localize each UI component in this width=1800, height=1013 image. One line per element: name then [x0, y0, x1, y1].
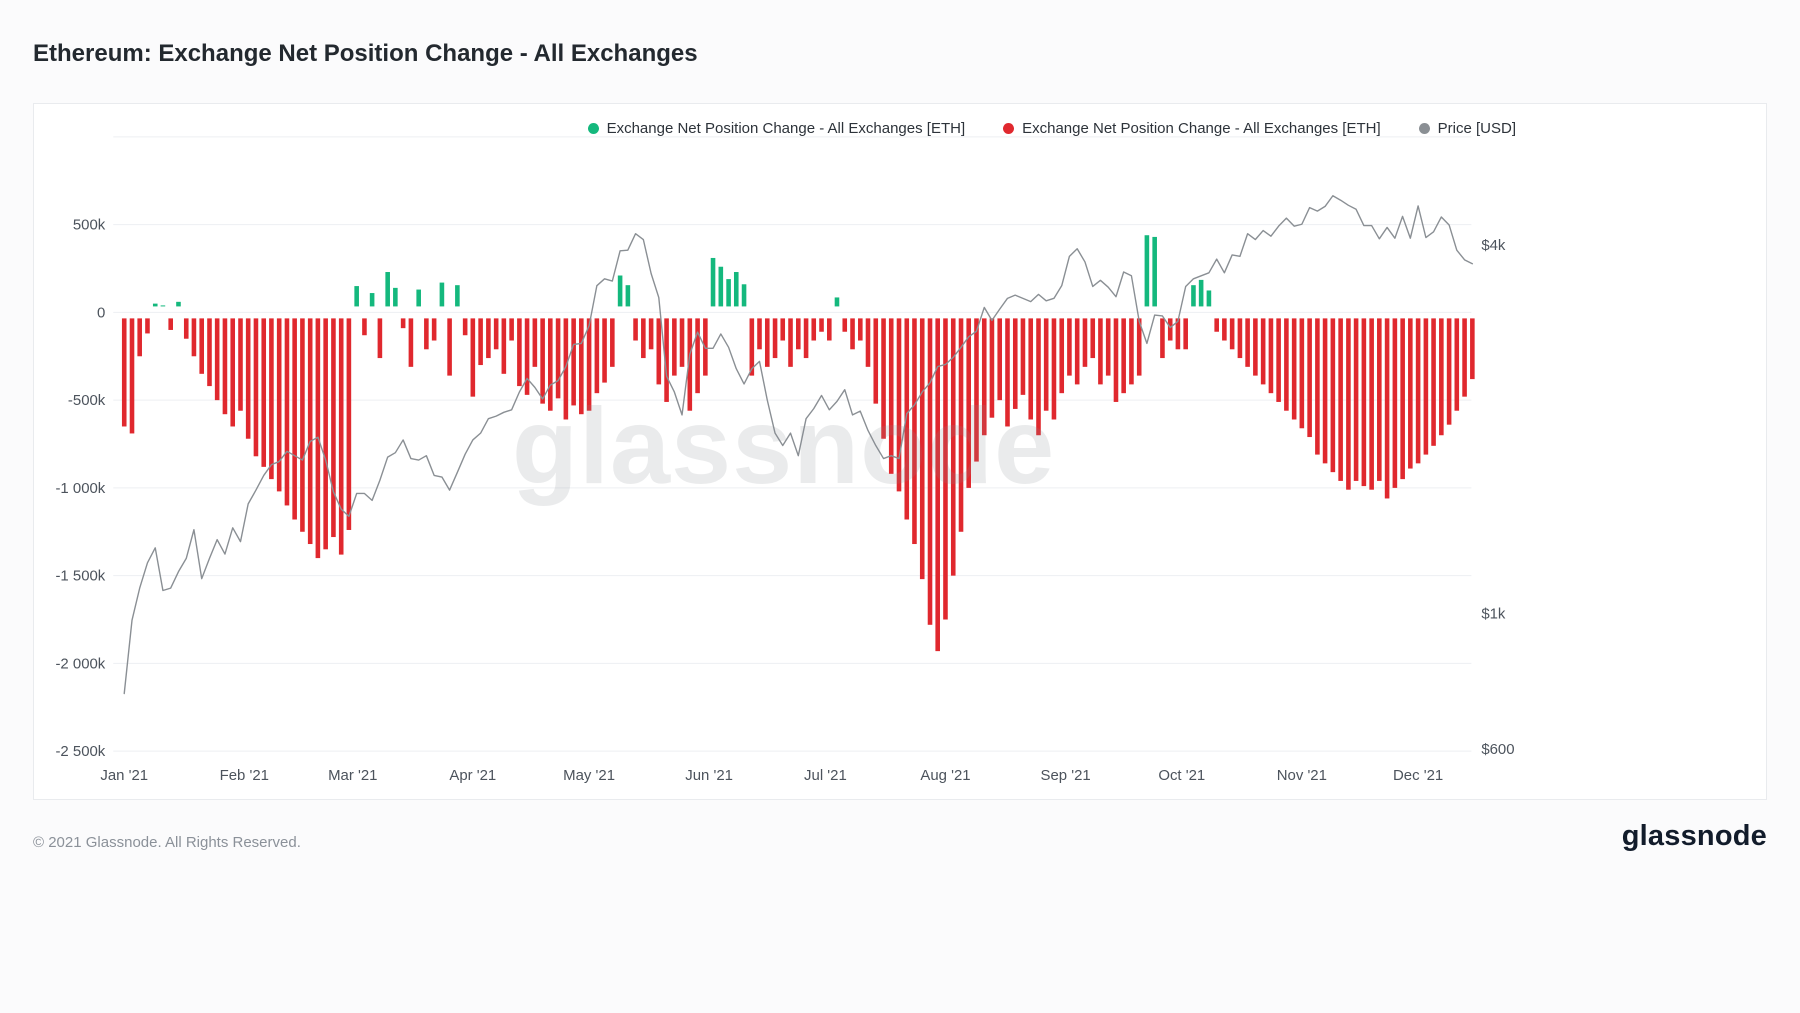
svg-text:500k: 500k	[73, 217, 106, 234]
svg-text:-500k: -500k	[68, 392, 106, 409]
red-dot-icon	[1003, 123, 1015, 134]
svg-text:Sep '21: Sep '21	[1041, 767, 1091, 784]
svg-text:May '21: May '21	[563, 767, 615, 784]
legend-label: Exchange Net Position Change - All Excha…	[606, 120, 966, 137]
legend-item-net-position-negative[interactable]: Exchange Net Position Change - All Excha…	[1003, 120, 1381, 137]
chart-svg[interactable]: 500k 0 -500k -1 000k -1 500k -2 000k -2 500k $4…	[34, 104, 1766, 799]
svg-text:Apr '21: Apr '21	[449, 767, 496, 784]
svg-text:-2 500k: -2 500k	[55, 743, 105, 760]
footer-copyright: © 2021 Glassnode. All Rights Reserved.	[33, 834, 301, 851]
svg-text:$600: $600	[1481, 741, 1514, 758]
chart-legend: Exchange Net Position Change - All Excha…	[587, 120, 1516, 137]
svg-text:Mar '21: Mar '21	[328, 767, 377, 784]
svg-text:Dec '21: Dec '21	[1393, 767, 1443, 784]
svg-text:$4k: $4k	[1481, 237, 1506, 254]
glassnode-logo[interactable]: glassnode	[1621, 820, 1767, 852]
svg-text:0: 0	[97, 304, 105, 321]
green-dot-icon	[587, 123, 599, 134]
gray-dot-icon	[1418, 123, 1430, 134]
svg-text:Jul '21: Jul '21	[804, 767, 847, 784]
legend-label: Price [USD]	[1437, 120, 1516, 137]
svg-text:-2 000k: -2 000k	[55, 655, 105, 672]
svg-text:-1 500k: -1 500k	[55, 568, 105, 585]
svg-text:Aug '21: Aug '21	[920, 767, 970, 784]
svg-text:$1k: $1k	[1481, 605, 1506, 622]
legend-item-price[interactable]: Price [USD]	[1418, 120, 1516, 137]
chart-panel: 500k 0 -500k -1 000k -1 500k -2 000k -2 500k $4…	[33, 103, 1767, 800]
legend-item-net-position-positive[interactable]: Exchange Net Position Change - All Excha…	[587, 120, 966, 137]
legend-label: Exchange Net Position Change - All Excha…	[1022, 120, 1381, 137]
svg-text:Feb '21: Feb '21	[220, 767, 269, 784]
svg-text:-1 000k: -1 000k	[55, 480, 105, 497]
svg-text:Oct '21: Oct '21	[1158, 767, 1205, 784]
svg-text:Jan '21: Jan '21	[100, 767, 148, 784]
svg-text:Nov '21: Nov '21	[1277, 767, 1327, 784]
svg-text:Jun '21: Jun '21	[685, 767, 733, 784]
page-title: Ethereum: Exchange Net Position Change -…	[33, 40, 698, 67]
